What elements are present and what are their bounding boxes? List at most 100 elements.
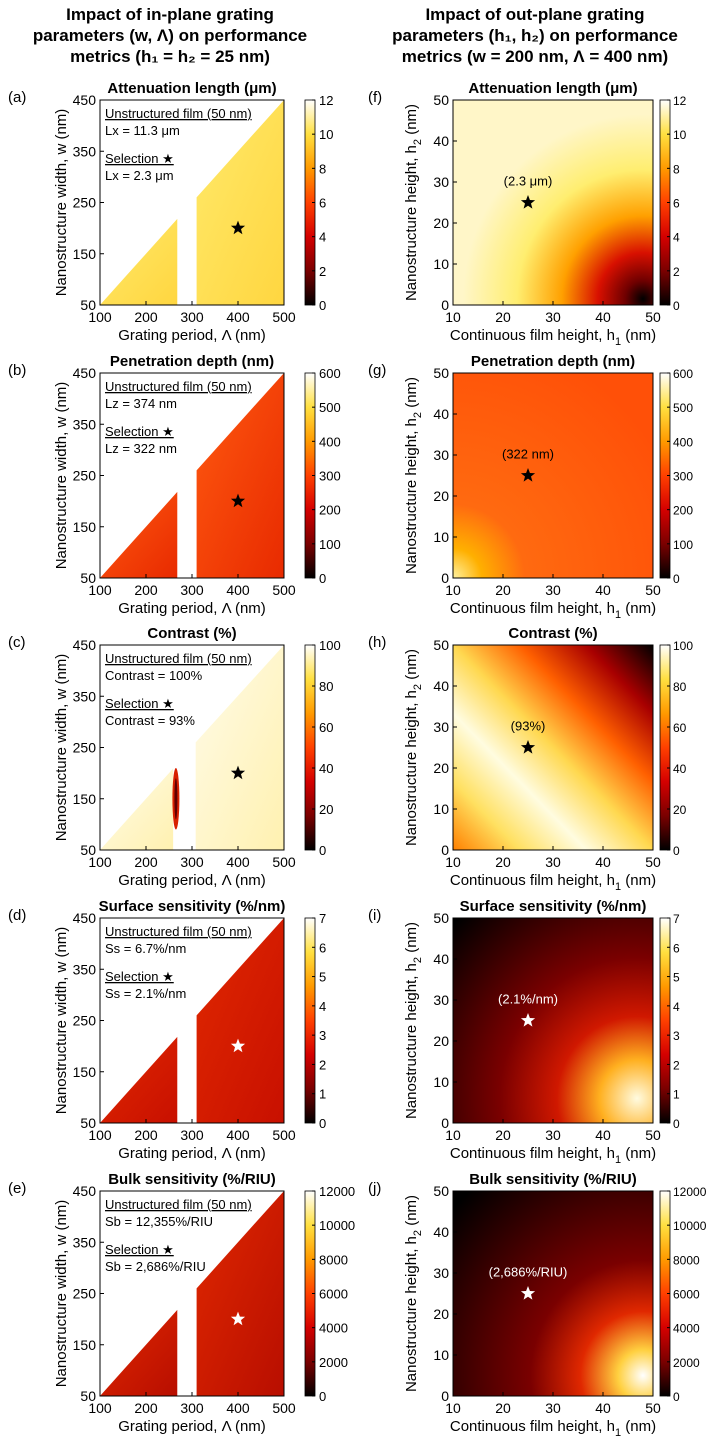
right-title-line-3: metrics (w = 200 nm, Λ = 400 nm) <box>401 47 669 66</box>
colorbar <box>304 644 316 851</box>
colorbar-tick-label: 3 <box>319 1028 326 1043</box>
info-reference-value: Contrast = 100% <box>105 668 203 683</box>
colorbar-tick-label: 100 <box>319 638 341 653</box>
y-tick-label: 150 <box>73 1064 97 1080</box>
colorbar-tick-label: 0 <box>673 844 680 858</box>
colorbar-tick-label: 20 <box>673 803 687 817</box>
x-tick-label: 100 <box>88 582 112 598</box>
panel-letter: (j) <box>368 1180 381 1197</box>
panel-j: (j)Bulk sensitivity (%/RIU)10 20 30 40 50010… <box>368 1171 707 1439</box>
colorbar-tick-label: 12 <box>319 93 333 108</box>
y-tick-label: 10 <box>433 801 449 817</box>
y-axis-label: Nanostructure height, h2 (nm) <box>403 1195 424 1392</box>
colorbar-tick-label: 40 <box>319 761 333 776</box>
panel-b: (b)Penetration depth (nm)100 200 300 400 500… <box>8 353 341 617</box>
y-tick-label: 350 <box>73 143 97 159</box>
x-axis-label: Continuous film height, h1 (nm) <box>450 1145 656 1166</box>
selection-label: (2.1%/nm) <box>498 992 558 1007</box>
y-tick-label: 30 <box>433 447 449 463</box>
panel-g: (g)Penetration depth (nm)10 20 30 40 5001020… <box>368 353 693 621</box>
panel-h: (h)Contrast (%)10 20 30 40 5001020304050Cont… <box>368 625 693 893</box>
colorbar-tick-label: 400 <box>319 434 341 449</box>
y-tick-label: 40 <box>433 133 449 149</box>
y-tick-label: 50 <box>433 910 449 926</box>
left-title-line-1: Impact of in-plane grating <box>66 5 274 24</box>
y-tick-label: 20 <box>433 1033 449 1049</box>
info-selection-value: Contrast = 93% <box>105 713 195 728</box>
colorbar-tick-label: 300 <box>319 469 341 484</box>
x-tick-label: 10 <box>445 309 461 325</box>
colorbar-tick-label: 600 <box>673 367 693 381</box>
colorbar-tick-label: 600 <box>319 366 341 381</box>
heatmap-area <box>453 100 653 305</box>
y-tick-label: 20 <box>433 760 449 776</box>
x-axis-label: Continuous film height, h1 (nm) <box>450 872 656 893</box>
y-tick-label: 450 <box>73 1183 97 1199</box>
colorbar-tick-label: 2000 <box>673 1356 700 1370</box>
y-axis-label: Nanostructure height, h2 (nm) <box>403 104 424 301</box>
colorbar-tick-label: 5 <box>673 971 680 985</box>
colorbar-tick-label: 0 <box>319 298 326 313</box>
info-selection-heading: Selection ★ <box>105 696 174 711</box>
colorbar-tick-label: 6 <box>673 197 680 211</box>
panel-title: Attenuation length (μm) <box>107 80 276 97</box>
heatmap-area <box>453 918 653 1123</box>
colorbar-tick-label: 20 <box>319 802 333 817</box>
x-axis-label: Continuous film height, h1 (nm) <box>450 600 656 621</box>
colorbar-tick-label: 8000 <box>673 1253 700 1267</box>
x-tick-label: 300 <box>180 582 204 598</box>
info-selection-value: Sb = 2,686%/RIU <box>105 1259 206 1274</box>
colorbar-tick-label: 0 <box>319 1389 326 1404</box>
y-tick-label: 450 <box>73 92 97 108</box>
x-tick-label: 40 <box>595 854 611 870</box>
panel-letter: (d) <box>8 907 26 924</box>
panel-title: Surface sensitivity (%/nm) <box>99 898 286 915</box>
x-tick-label: 30 <box>545 1400 561 1416</box>
panel-title: Contrast (%) <box>508 625 597 642</box>
y-tick-label: 350 <box>73 961 97 977</box>
y-tick-label: 250 <box>73 1286 97 1302</box>
right-title-line-1: Impact of out-plane grating <box>425 5 645 24</box>
x-tick-label: 500 <box>272 309 296 325</box>
x-tick-label: 100 <box>88 854 112 870</box>
colorbar-tick-label: 100 <box>673 538 693 552</box>
x-axis-label: Grating period, Λ (nm) <box>118 600 266 617</box>
panel-letter: (f) <box>368 89 382 106</box>
colorbar-tick-label: 4000 <box>673 1322 700 1336</box>
panel-title: Bulk sensitivity (%/RIU) <box>469 1171 637 1188</box>
selection-star <box>520 195 536 209</box>
y-axis-label: Nanostructure width, w (nm) <box>53 1200 70 1388</box>
info-reference-heading: Unstructured film (50 nm) <box>105 106 252 121</box>
colorbar-tick-label: 7 <box>319 911 326 926</box>
y-tick-label: 50 <box>80 297 96 313</box>
x-tick-label: 40 <box>595 1127 611 1143</box>
y-tick-label: 10 <box>433 529 449 545</box>
colorbar-tick-label: 8 <box>673 162 680 176</box>
x-tick-label: 500 <box>272 582 296 598</box>
x-tick-label: 30 <box>545 1127 561 1143</box>
y-tick-label: 450 <box>73 910 97 926</box>
x-tick-label: 400 <box>226 309 250 325</box>
selection-star <box>230 493 246 508</box>
colorbar-tick-label: 100 <box>319 537 341 552</box>
y-tick-label: 50 <box>80 1388 96 1404</box>
panel-letter: (b) <box>8 362 26 379</box>
x-tick-label: 50 <box>645 309 661 325</box>
y-axis-label: Nanostructure height, h2 (nm) <box>403 649 424 846</box>
colorbar-tick-label: 200 <box>319 503 341 518</box>
panel-letter: (g) <box>368 362 386 379</box>
y-tick-label: 0 <box>441 1388 449 1404</box>
x-tick-label: 30 <box>545 854 561 870</box>
colorbar-tick-label: 400 <box>673 435 693 449</box>
x-tick-label: 10 <box>445 1400 461 1416</box>
x-tick-label: 300 <box>180 854 204 870</box>
colorbar-tick-label: 2 <box>319 1057 326 1072</box>
x-tick-label: 500 <box>272 854 296 870</box>
y-tick-label: 0 <box>441 297 449 313</box>
panel-letter: (e) <box>8 1180 26 1197</box>
y-tick-label: 0 <box>441 1115 449 1131</box>
colorbar-tick-label: 4 <box>673 1000 680 1014</box>
info-selection-value: Lx = 2.3 μm <box>105 168 174 183</box>
selection-label: (2,686%/RIU) <box>489 1265 568 1280</box>
y-tick-label: 150 <box>73 791 97 807</box>
